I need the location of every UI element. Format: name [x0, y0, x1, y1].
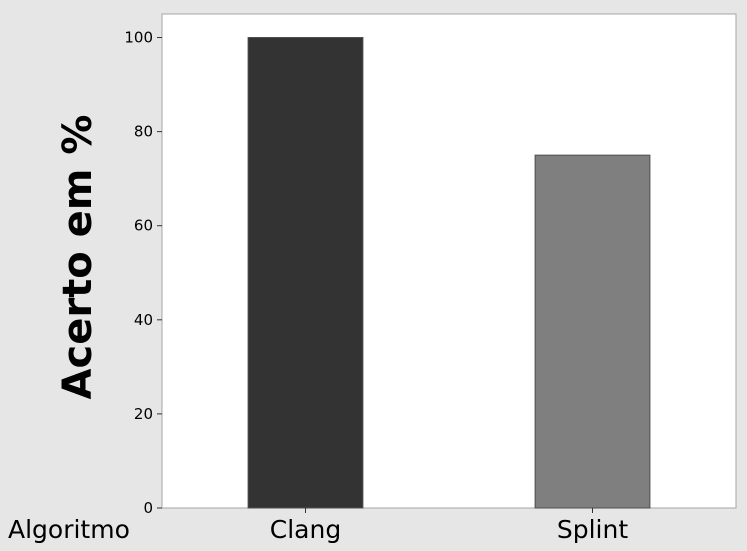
bar-clang [247, 37, 364, 509]
x-tick-label-splint: Splint [557, 515, 628, 544]
y-tick-label: 40 [134, 311, 153, 329]
y-tick-label: 20 [134, 405, 153, 423]
y-tick-label: 100 [124, 29, 153, 47]
y-axis-label: Acerto em % [55, 115, 101, 400]
x-tick-label-clang: Clang [270, 515, 341, 544]
y-tick-label: 60 [134, 217, 153, 235]
y-axis-ticks: 0 20 40 60 80 100 [124, 29, 162, 517]
x-axis-ticks: Clang Splint [270, 508, 628, 544]
bars [247, 37, 651, 509]
y-tick-label: 0 [143, 499, 153, 517]
x-axis-label: Algoritmo [8, 515, 130, 544]
bar-splint [534, 154, 651, 509]
y-tick-label: 80 [134, 123, 153, 141]
